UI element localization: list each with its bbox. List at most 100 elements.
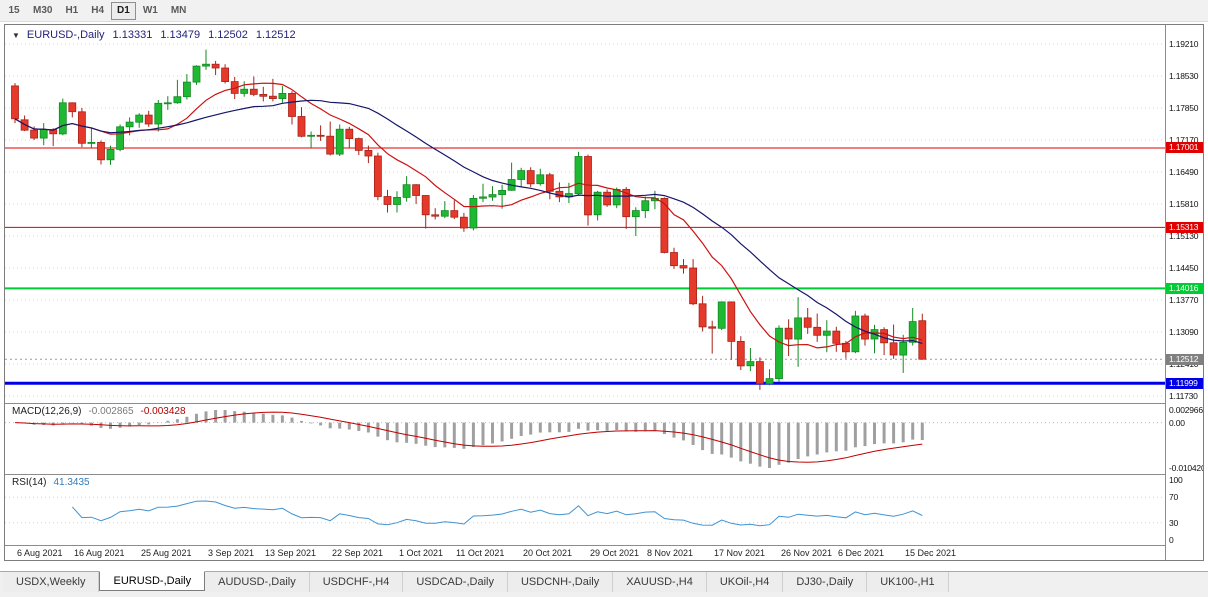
candle (670, 247, 678, 269)
macd-name: MACD(12,26,9) (12, 406, 82, 417)
pane-separator[interactable] (5, 474, 1203, 475)
candle (440, 201, 449, 219)
rsi-value: 41.3435 (53, 477, 90, 488)
ohlc-high: 1.13479 (160, 29, 201, 41)
candle (870, 324, 879, 354)
candle (775, 325, 783, 382)
date-axis[interactable]: 6 Aug 2021 16 Aug 2021 25 Aug 2021 3 Sep 20… (5, 546, 1165, 560)
pane-separator[interactable] (5, 403, 1203, 404)
candle (249, 76, 258, 97)
chart-menu-icon[interactable]: ▼ (12, 30, 20, 40)
candle (240, 81, 249, 97)
price-tick: 1.15130 (1169, 231, 1199, 241)
chart-symbol-period: EURUSD-,Daily (26, 29, 105, 41)
timeframe-m30[interactable]: M30 (33, 4, 53, 16)
tab-uk100-h1[interactable]: UK100-,H1 (867, 572, 949, 592)
macd-pane-canvas[interactable] (5, 404, 1165, 474)
candle (536, 168, 545, 186)
candle (393, 191, 401, 213)
candle (154, 100, 163, 132)
candle (192, 65, 201, 85)
rsi-name: RSI(14) (12, 477, 47, 488)
tab-dj30-daily[interactable]: DJ30-,Daily (783, 572, 868, 592)
tab-audusd-daily[interactable]: AUDUSD-,Daily (205, 572, 310, 592)
candle (746, 348, 755, 372)
date-label: 25 Aug 2021 (141, 548, 192, 558)
candle (173, 79, 182, 104)
price-tick: 1.13770 (1169, 295, 1199, 305)
macd-axis-label: -0.010420 (1169, 463, 1203, 473)
candle (49, 128, 58, 147)
timeframe-h1[interactable]: H1 (65, 4, 79, 16)
rsi-axis-label: 0 (1169, 535, 1174, 545)
price-tick: 1.16490 (1169, 167, 1199, 177)
candle (526, 167, 535, 188)
candle (144, 110, 153, 127)
tab-usdx-weekly[interactable]: USDX,Weekly (3, 572, 100, 592)
candle (297, 107, 306, 138)
candle (479, 183, 487, 203)
macd-value-main: -0.002865 (88, 406, 134, 417)
macd-histogram (23, 410, 924, 468)
axis-separator (5, 545, 1203, 546)
candle (861, 313, 869, 346)
timeframe-h4[interactable]: H4 (91, 4, 105, 16)
candle (689, 259, 697, 306)
candle (708, 320, 717, 354)
price-tick: 1.13090 (1169, 327, 1199, 337)
candle (364, 145, 373, 164)
timeframe-w1[interactable]: W1 (142, 4, 158, 16)
candle (756, 357, 764, 390)
candle (832, 326, 841, 352)
date-label: 26 Nov 2021 (781, 548, 833, 558)
candle (268, 78, 277, 102)
chart-window: ▼ EURUSD-,Daily 1.13331 1.13479 1.12502 … (4, 24, 1204, 561)
candle (202, 49, 210, 70)
timeframe-mn[interactable]: MN (170, 4, 187, 16)
timeframe-bar: 15 M30 H1 H4 D1 W1 MN (0, 0, 1208, 22)
price-scale[interactable]: 1.19210 1.18530 1.17850 1.17170 1.16490 1.158… (1165, 25, 1203, 560)
candle (163, 96, 172, 110)
candle (373, 152, 382, 201)
candle (58, 98, 67, 136)
candle (431, 208, 440, 220)
rsi-pane-canvas[interactable] (5, 475, 1165, 545)
candle (345, 126, 354, 148)
price-level-tag: 1.14016 (1166, 283, 1203, 294)
candle (182, 74, 191, 100)
tab-xauusd-h4[interactable]: XAUUSD-,H4 (613, 572, 707, 592)
timeframe-d1[interactable]: D1 (111, 1, 136, 20)
tab-usdcad-daily[interactable]: USDCAD-,Daily (403, 572, 508, 592)
candle (736, 336, 745, 371)
price-tick: 1.19210 (1169, 39, 1199, 49)
tab-eurusd-daily[interactable]: EURUSD-,Daily (99, 571, 206, 591)
macd-axis-label: 0.00 (1169, 418, 1185, 428)
candle (574, 151, 583, 195)
chart-tab-bar: USDX,Weekly EURUSD-,Daily AUDUSD-,Daily USD… (0, 571, 1208, 597)
tab-usdcnh-daily[interactable]: USDCNH-,Daily (507, 572, 614, 592)
macd-label: MACD(12,26,9) -0.002865 -0.003428 (12, 406, 186, 417)
timeframe-15[interactable]: 15 (8, 4, 20, 16)
candle (97, 140, 105, 165)
candle (335, 124, 344, 156)
price-level-tag: 1.15313 (1166, 222, 1203, 233)
rsi-axis-label: 100 (1169, 475, 1183, 485)
candle (488, 186, 497, 201)
tab-ukoil-h4[interactable]: UKOil-,H4 (706, 572, 784, 592)
date-label: 11 Oct 2021 (456, 548, 505, 558)
date-label: 15 Dec 2021 (905, 548, 957, 558)
candle (383, 189, 392, 213)
macd-axis-label: 0.002966 (1169, 405, 1203, 415)
candle (116, 124, 124, 152)
candle (851, 310, 860, 354)
price-level-tag: 1.11999 (1166, 378, 1203, 389)
candle (421, 195, 430, 229)
tab-usdchf-h4[interactable]: USDCHF-,H4 (309, 572, 404, 592)
candle (679, 259, 688, 274)
candle (106, 145, 115, 165)
date-label: 22 Sep 2021 (332, 548, 384, 558)
price-pane-canvas[interactable] (5, 25, 1165, 403)
date-label: 17 Nov 2021 (714, 548, 766, 558)
candle (813, 313, 822, 342)
candle (288, 91, 296, 125)
